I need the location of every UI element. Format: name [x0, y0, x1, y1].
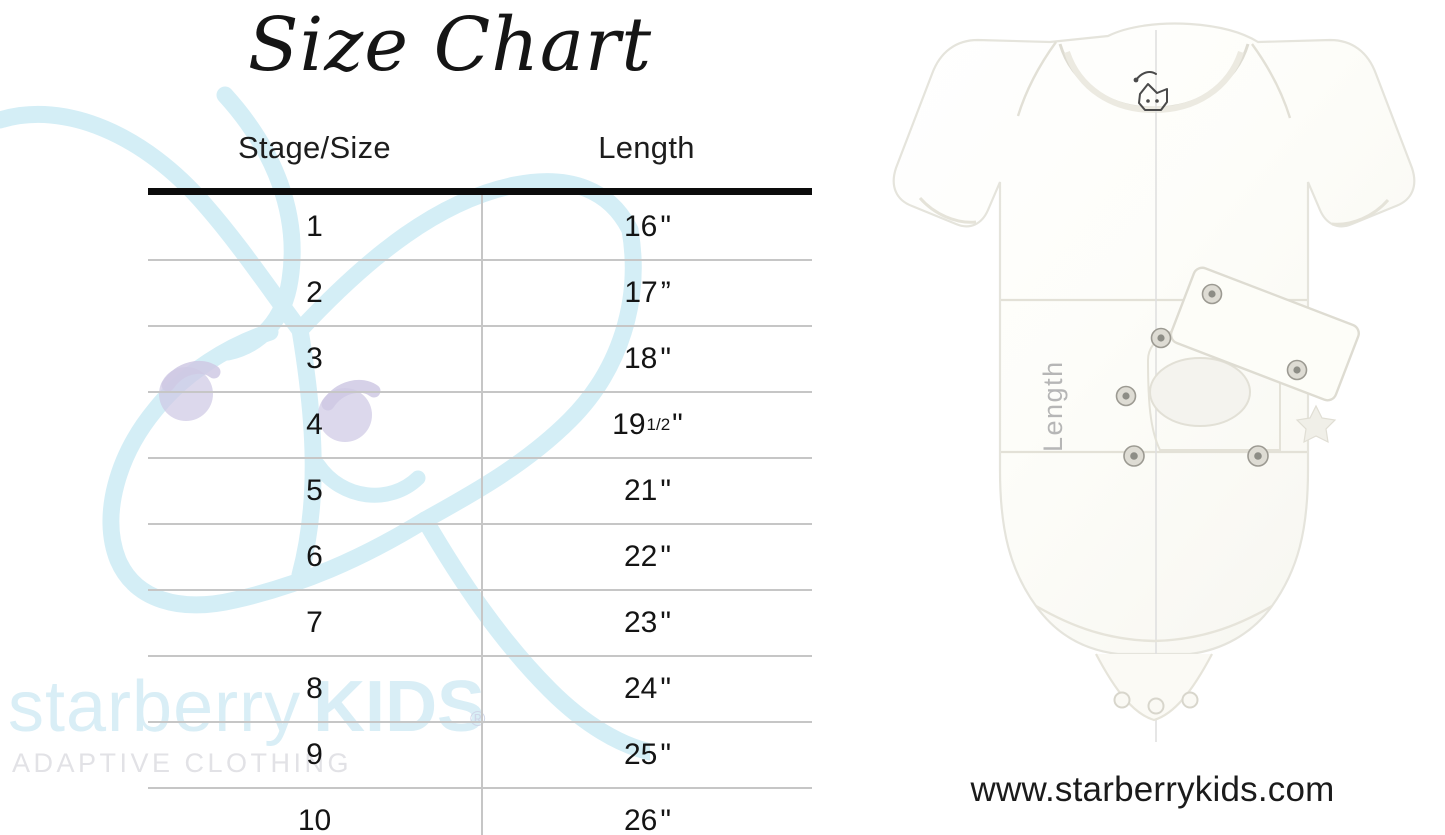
neck-label-logo-icon [1133, 71, 1168, 111]
inch-mark: " [660, 342, 672, 375]
cell-length: 19 1/2 " [481, 393, 812, 457]
table-row: 1 16 " [148, 195, 812, 261]
column-header-length: Length [598, 130, 695, 165]
length-value: 18 [623, 342, 658, 375]
body-snaps [1115, 385, 1269, 467]
inch-mark: " [672, 408, 683, 441]
cell-stage: 1 [306, 210, 323, 243]
table-row: 7 23 " [148, 591, 812, 657]
table-row: 4 19 1/2 " [148, 393, 812, 459]
cell-stage: 6 [306, 540, 323, 573]
table-row: 6 22 " [148, 525, 812, 591]
table-row: 5 21 " [148, 459, 812, 525]
length-value: 17 [624, 276, 658, 309]
sleeve-hem-right [1331, 199, 1390, 226]
length-value: 16 [623, 210, 658, 243]
page-title: Size Chart [247, 2, 653, 88]
tummy-access-opening [1149, 357, 1251, 427]
shoulder-seam-right [1251, 43, 1292, 119]
cell-length: 25 " [481, 723, 812, 787]
column-header-stage-size: Stage/Size [238, 130, 391, 165]
cell-stage: 8 [306, 672, 323, 705]
website-url: www.starberrykids.com [970, 770, 1335, 809]
table-row: 10 26 " [148, 789, 812, 835]
cell-length: 18 " [481, 327, 812, 391]
table-row: 3 18 " [148, 327, 812, 393]
size-table: 1 16 " 2 17” 3 18 " 4 19 1/2 " [148, 188, 812, 835]
length-value: 21 [623, 474, 658, 507]
product-photo-panel: Length www.starberrykids.com [860, 0, 1445, 835]
sleeve-hem-left [918, 197, 977, 224]
length-value: 19 [612, 408, 646, 441]
cell-length: 22 " [481, 525, 812, 589]
inch-mark: ” [660, 276, 671, 309]
flap-snaps [1150, 283, 1308, 381]
cell-stage: 9 [306, 738, 323, 771]
baby-bodysuit-illustration [892, 22, 1416, 742]
length-value: 25 [623, 738, 658, 771]
inch-mark: " [660, 804, 672, 835]
inch-mark: " [660, 540, 672, 573]
inch-mark: " [660, 672, 672, 705]
table-column-headers: Stage/Size Length [148, 130, 812, 166]
cell-stage: 10 [297, 804, 332, 835]
table-row: 8 24 " [148, 657, 812, 723]
length-value: 22 [623, 540, 658, 573]
length-measurement-label: Length [1038, 360, 1068, 452]
inch-mark: " [660, 606, 672, 639]
inch-mark: " [660, 210, 672, 243]
length-value: 23 [623, 606, 658, 639]
length-value: 24 [623, 672, 658, 705]
cell-stage: 4 [306, 408, 323, 441]
cell-stage: 2 [306, 276, 323, 309]
table-row: 9 25 " [148, 723, 812, 789]
leg-opening-seam [1035, 604, 1273, 643]
crotch-snaps [1113, 691, 1199, 715]
cell-length: 16 " [481, 195, 812, 259]
cell-length: 21 " [481, 459, 812, 523]
inch-mark: " [660, 474, 672, 507]
length-value: 26 [623, 804, 658, 835]
inch-mark: " [660, 738, 672, 771]
shoulder-seam-left [1016, 41, 1057, 117]
cell-stage: 5 [306, 474, 323, 507]
star-embroidery-icon [1295, 404, 1337, 444]
length-fraction: 1/2 [646, 415, 671, 434]
cell-length: 26 " [481, 789, 812, 835]
cell-length: 23 " [481, 591, 812, 655]
cell-stage: 3 [306, 342, 323, 375]
cell-stage: 7 [306, 606, 323, 639]
table-top-rule [148, 188, 812, 195]
crotch-gusset [1095, 653, 1213, 722]
size-chart-panel: Size Chart Stage/Size Length 1 16 " 2 17”… [148, 2, 812, 835]
table-row: 2 17” [148, 261, 812, 327]
cell-length: 24 " [481, 657, 812, 721]
cell-length: 17” [481, 261, 812, 325]
